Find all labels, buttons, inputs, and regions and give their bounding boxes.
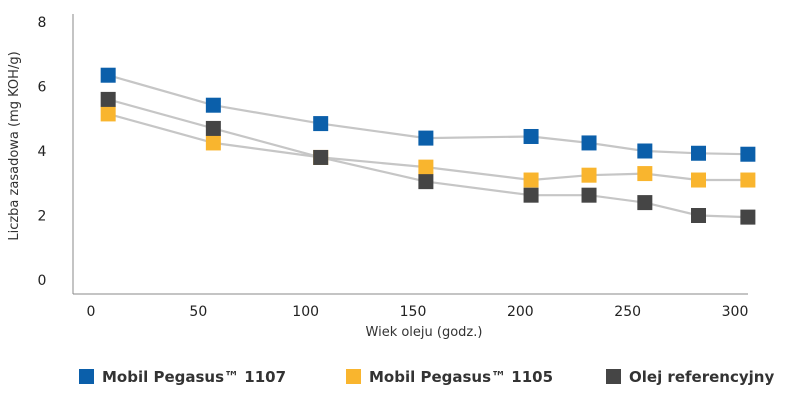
- data-point-marker: [418, 130, 434, 146]
- y-tick-label: 0: [38, 273, 47, 289]
- data-point-marker: [581, 135, 597, 151]
- axes: [72, 14, 748, 295]
- data-point-marker: [740, 209, 756, 225]
- data-point-marker: [523, 172, 539, 188]
- legend-label: Olej referencyjny: [629, 368, 774, 386]
- data-point-marker: [637, 143, 653, 159]
- legend-swatch: [79, 369, 94, 384]
- y-axis-title: Liczba zasadowa (mg KOH/g): [7, 51, 22, 240]
- data-point-marker: [637, 195, 653, 211]
- data-point-marker: [740, 146, 756, 162]
- data-point-marker: [523, 187, 539, 203]
- y-tick-label: 2: [38, 209, 47, 225]
- data-point-marker: [581, 187, 597, 203]
- data-point-marker: [691, 172, 707, 188]
- x-tick-label: 150: [400, 304, 427, 320]
- x-tick-label: 0: [87, 304, 96, 320]
- x-tick-labels: 0 50 100 150 200 250 300: [87, 304, 749, 320]
- legend-label: Mobil Pegasus™ 1107: [102, 368, 286, 386]
- data-point-marker: [100, 106, 116, 122]
- data-point-marker: [313, 116, 329, 132]
- data-point-marker: [100, 67, 116, 83]
- legend-label: Mobil Pegasus™ 1105: [369, 368, 553, 386]
- data-point-marker: [205, 120, 221, 136]
- data-point-marker: [740, 172, 756, 188]
- legend: Mobil Pegasus™ 1107 Mobil Pegasus™ 1105 Ol…: [79, 368, 774, 386]
- x-tick-label: 100: [292, 304, 319, 320]
- data-point-marker: [205, 135, 221, 151]
- x-tick-label: 250: [614, 304, 641, 320]
- x-tick-label: 300: [722, 304, 749, 320]
- data-point-marker: [418, 159, 434, 175]
- data-point-marker: [100, 91, 116, 107]
- x-tick-label: 200: [507, 304, 534, 320]
- y-tick-label: 6: [38, 80, 47, 96]
- legend-swatch: [606, 369, 621, 384]
- legend-swatch: [346, 369, 361, 384]
- x-axis-title: Wiek oleju (godz.): [366, 325, 483, 340]
- data-point-marker: [691, 208, 707, 223]
- data-point-marker: [205, 97, 221, 113]
- data-point-marker: [637, 166, 653, 182]
- data-point-marker: [523, 128, 539, 144]
- data-point-marker: [581, 167, 597, 183]
- series-markers: [100, 67, 756, 225]
- data-point-marker: [418, 174, 434, 190]
- y-tick-label: 4: [38, 144, 47, 160]
- x-tick-label: 50: [189, 304, 207, 320]
- y-tick-label: 8: [38, 15, 47, 31]
- y-tick-labels: 0 2 4 6 8: [38, 15, 47, 289]
- data-point-marker: [691, 145, 707, 161]
- data-point-marker: [313, 149, 329, 165]
